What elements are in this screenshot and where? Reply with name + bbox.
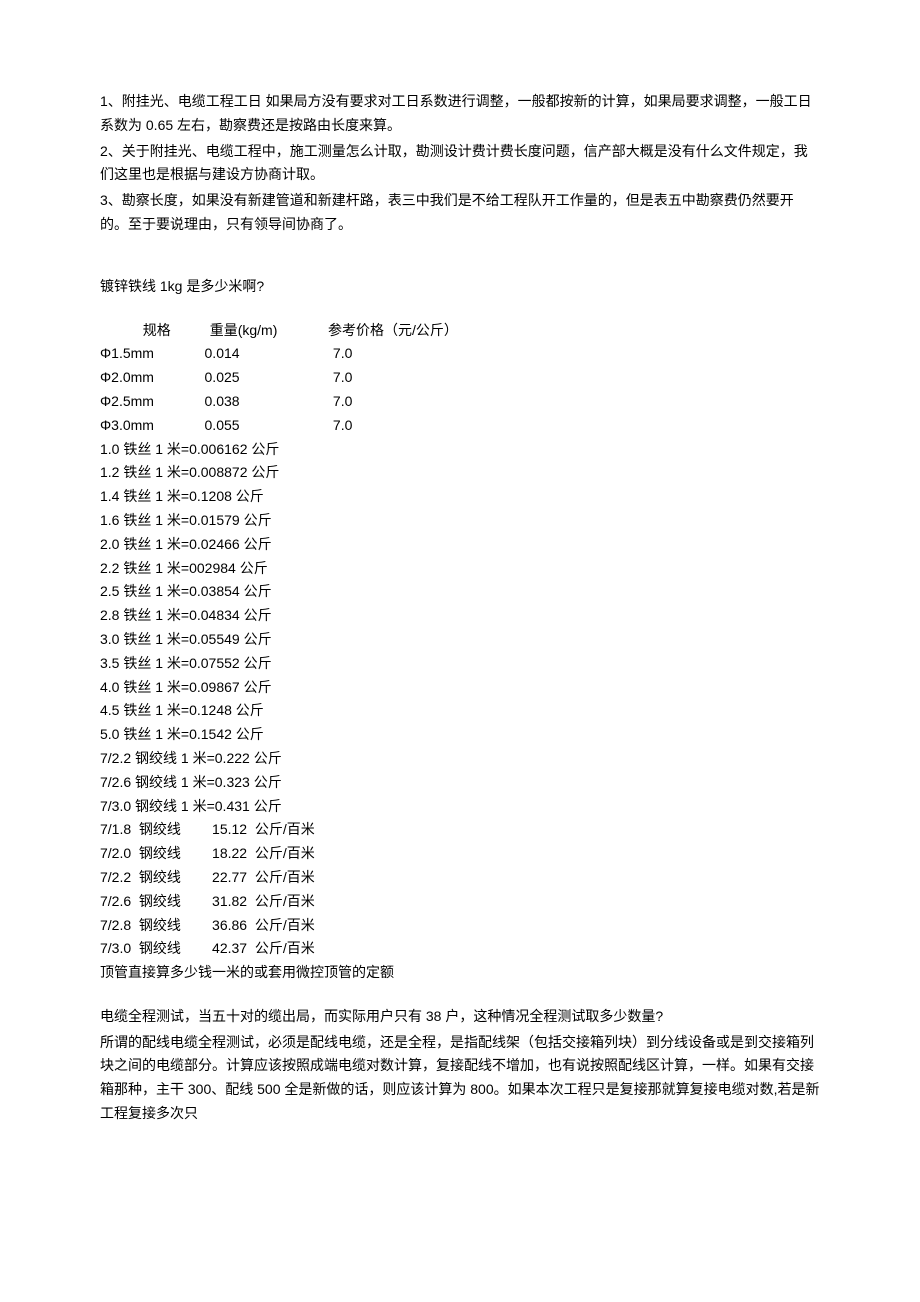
note-1: 顶管直接算多少钱一米的或套用微控顶管的定额 [100,961,820,985]
wire-row: 2.8 铁丝 1 米=0.04834 公斤 [100,604,820,628]
wire-row: 1.2 铁丝 1 米=0.008872 公斤 [100,461,820,485]
wire-row: 2.5 铁丝 1 米=0.03854 公斤 [100,580,820,604]
table-header-row: 规格 重量(kg/m) 参考价格（元/公斤） [100,319,820,343]
strand-row: 7/3.0 钢绞线 1 米=0.431 公斤 [100,795,820,819]
strand-row: 7/2.6 钢绞线 31.82 公斤/百米 [100,890,820,914]
strand-row: 7/2.0 钢绞线 18.22 公斤/百米 [100,842,820,866]
strand-row: 7/3.0 钢绞线 42.37 公斤/百米 [100,937,820,961]
wire-row: 4.5 铁丝 1 米=0.1248 公斤 [100,699,820,723]
wire-row: 4.0 铁丝 1 米=0.09867 公斤 [100,676,820,700]
strand-row: 7/2.2 钢绞线 22.77 公斤/百米 [100,866,820,890]
spec-row: Φ1.5mm 0.014 7.0 [100,342,820,366]
wire-row: 1.0 铁丝 1 米=0.006162 公斤 [100,438,820,462]
wire-row: 3.0 铁丝 1 米=0.05549 公斤 [100,628,820,652]
spec-row: Φ2.0mm 0.025 7.0 [100,366,820,390]
wire-row: 1.4 铁丝 1 米=0.1208 公斤 [100,485,820,509]
paragraph-1: 1、附挂光、电缆工程工日 如果局方没有要求对工日系数进行调整，一般都按新的计算，… [100,90,820,138]
wire-row: 2.2 铁丝 1 米=002984 公斤 [100,557,820,581]
question-1: 镀锌铁线 1kg 是多少米啊? [100,275,820,299]
answer-2: 所谓的配线电缆全程测试，必须是配线电缆，还是全程，是指配线架（包括交接箱列块）到… [100,1031,820,1126]
strand-list-a: 7/2.2 钢绞线 1 米=0.222 公斤7/2.6 钢绞线 1 米=0.32… [100,747,820,818]
wire-row: 2.0 铁丝 1 米=0.02466 公斤 [100,533,820,557]
wire-row: 5.0 铁丝 1 米=0.1542 公斤 [100,723,820,747]
question-2: 电缆全程测试，当五十对的缆出局，而实际用户只有 38 户，这种情况全程测试取多少… [100,1005,820,1029]
strand-row: 7/2.6 钢绞线 1 米=0.323 公斤 [100,771,820,795]
h1: 规格 [143,322,171,338]
paragraph-3: 3、勘察长度，如果没有新建管道和新建杆路，表三中我们是不给工程队开工作量的，但是… [100,189,820,237]
spec-row: Φ3.0mm 0.055 7.0 [100,414,820,438]
wire-row: 3.5 铁丝 1 米=0.07552 公斤 [100,652,820,676]
strand-row: 7/2.2 钢绞线 1 米=0.222 公斤 [100,747,820,771]
col-spec-header [100,322,143,338]
wire-list: 1.0 铁丝 1 米=0.006162 公斤1.2 铁丝 1 米=0.00887… [100,438,820,747]
strand-row: 7/2.8 钢绞线 36.86 公斤/百米 [100,914,820,938]
h3: 参考价格（元/公斤） [328,322,458,338]
spec-table: 规格 重量(kg/m) 参考价格（元/公斤） Φ1.5mm 0.014 7.0Φ… [100,319,820,438]
strand-list-b: 7/1.8 钢绞线 15.12 公斤/百米7/2.0 钢绞线 18.22 公斤/… [100,818,820,961]
sp2 [277,322,328,338]
paragraph-2: 2、关于附挂光、电缆工程中，施工测量怎么计取，勘测设计费计费长度问题，信产部大概… [100,140,820,188]
h2: 重量(kg/m) [210,322,278,338]
spec-row: Φ2.5mm 0.038 7.0 [100,390,820,414]
sp [171,322,210,338]
wire-row: 1.6 铁丝 1 米=0.01579 公斤 [100,509,820,533]
strand-row: 7/1.8 钢绞线 15.12 公斤/百米 [100,818,820,842]
